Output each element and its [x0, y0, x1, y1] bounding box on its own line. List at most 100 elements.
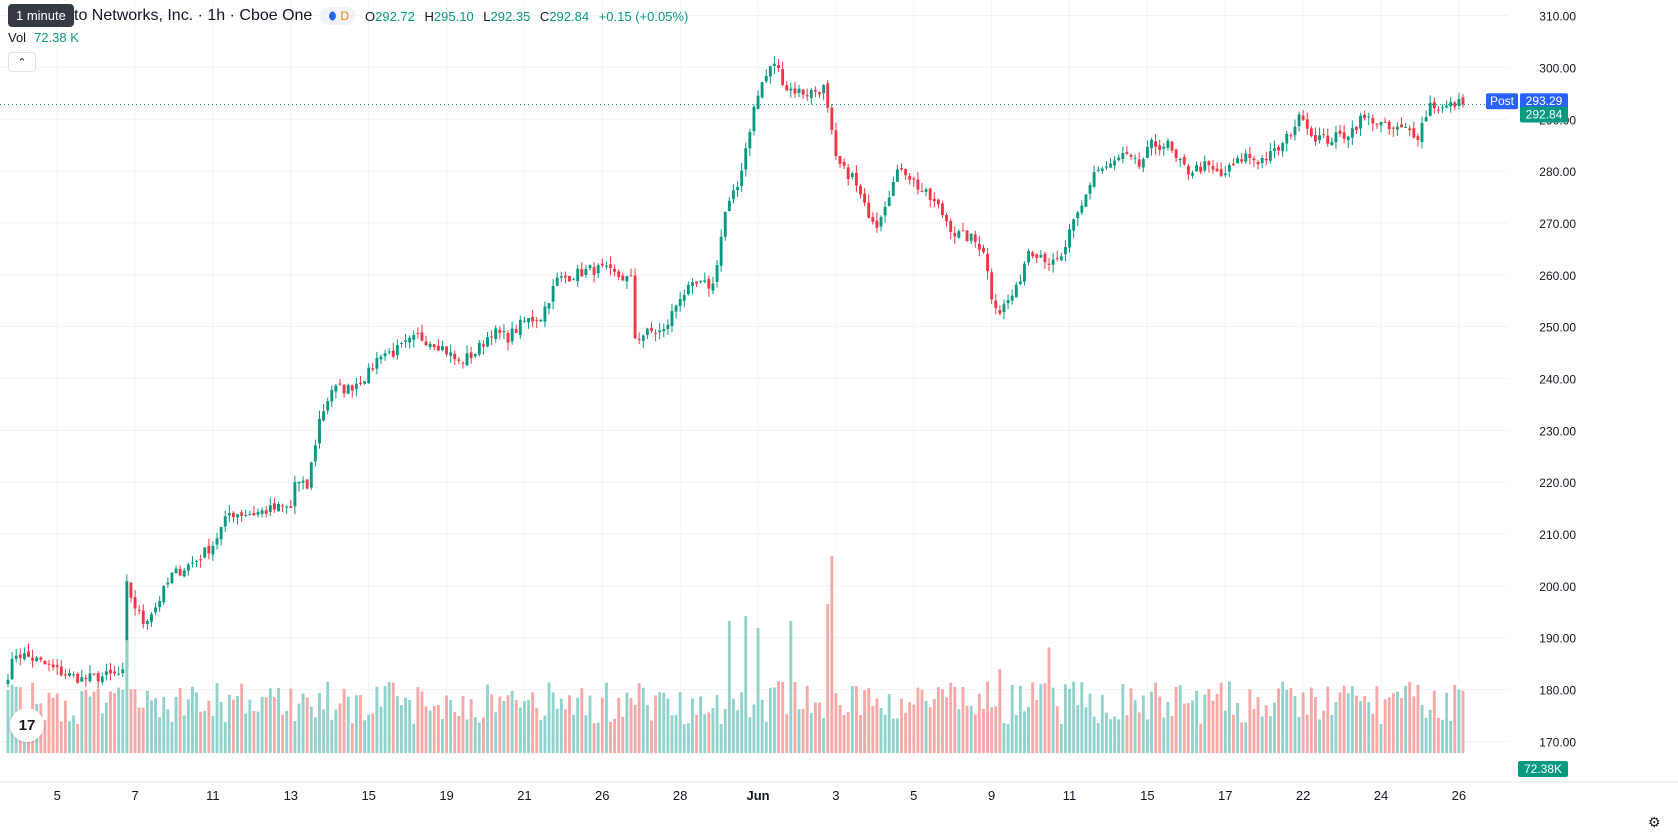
candle-body: [367, 367, 371, 384]
volume-bar: [1338, 692, 1342, 753]
candle-body: [445, 346, 448, 355]
low-value: 292.35: [490, 8, 531, 24]
candle-body: [31, 657, 35, 661]
volume-bar: [473, 717, 477, 753]
volume-bar: [572, 714, 576, 753]
volume-bar: [477, 722, 481, 753]
candle-body: [1461, 97, 1465, 105]
volume-bar: [846, 711, 850, 753]
candle-body: [27, 651, 30, 657]
volume-bar: [1023, 711, 1026, 753]
volume-bar: [297, 703, 301, 753]
candle-body: [1330, 141, 1334, 146]
volume-bar: [834, 693, 838, 753]
candle-body: [854, 172, 858, 186]
candle-body: [883, 206, 887, 216]
price-tick-label: 180.00: [1539, 684, 1576, 698]
candle-body: [363, 381, 367, 384]
volume-bar: [1129, 688, 1133, 753]
volume-bar: [629, 697, 633, 753]
volume-bar: [379, 706, 383, 753]
candle-body: [625, 276, 629, 282]
volume-bar: [1047, 647, 1051, 753]
volume-bar: [982, 708, 985, 753]
collapse-legend-button[interactable]: ⌃: [8, 52, 36, 72]
candle-body: [1109, 163, 1112, 168]
volume-bar: [547, 682, 551, 753]
candle-body: [1248, 153, 1252, 159]
candle-body: [510, 328, 514, 342]
candle-body: [383, 353, 387, 357]
candle-body: [141, 610, 145, 625]
volume-bar: [904, 712, 908, 753]
time-tick-label: 3: [832, 788, 839, 803]
candle-body: [953, 233, 957, 237]
candle-body: [203, 547, 207, 558]
candle-body: [859, 185, 862, 195]
volume-bar: [383, 686, 387, 753]
volume-bar: [1051, 687, 1055, 753]
candle-body: [707, 279, 711, 289]
time-tick-label: 26: [1452, 788, 1466, 803]
volume-bar: [801, 708, 805, 753]
candle-body: [428, 343, 432, 347]
volume-bar: [994, 706, 998, 753]
volume-bar: [350, 723, 354, 753]
volume-bar: [199, 711, 203, 753]
candle-body: [699, 280, 703, 282]
volume-bar: [129, 689, 133, 753]
volume-bar: [1166, 701, 1170, 753]
candle-body: [174, 568, 178, 574]
volume-bar: [789, 621, 793, 753]
candle-body: [305, 479, 309, 489]
candle-body: [1039, 255, 1043, 258]
candle-body: [10, 658, 14, 680]
candle-body: [801, 89, 805, 95]
candle-body: [891, 182, 895, 197]
symbol-title[interactable]: to Networks, Inc. · 1h · Cboe One: [74, 7, 313, 24]
volume-bar: [162, 696, 166, 753]
volume-bar: [895, 718, 899, 753]
candle-body: [1174, 149, 1178, 159]
session-status[interactable]: D: [320, 7, 355, 25]
candle-body: [596, 265, 600, 274]
volume-bar: [1014, 715, 1018, 753]
volume-bar: [1371, 713, 1375, 753]
volume-bar: [1248, 689, 1252, 753]
volume-bar: [1264, 705, 1268, 753]
candle-body: [1096, 169, 1100, 171]
candle-body: [117, 673, 121, 675]
volume-bar: [863, 690, 867, 753]
volume-bar: [1141, 695, 1145, 753]
volume-bar: [604, 682, 608, 753]
symbol-legend: to Networks, Inc. · 1h · Cboe One D O292…: [8, 6, 694, 26]
tradingview-logo-icon[interactable]: 17: [10, 708, 44, 742]
volume-bar: [957, 709, 961, 753]
candle-body: [674, 305, 678, 312]
candle-body: [1232, 163, 1235, 166]
volume-bar: [326, 681, 330, 753]
volume-bar: [543, 715, 547, 753]
candle-body: [1227, 165, 1231, 172]
candle-body: [486, 337, 489, 347]
volume-bar: [539, 719, 543, 753]
candle-body: [986, 254, 989, 272]
candle-body: [80, 677, 84, 682]
volume-bar: [1096, 723, 1100, 753]
volume-bar: [330, 719, 334, 753]
volume-bar: [404, 697, 407, 753]
volume-bar: [580, 688, 584, 753]
volume-bar: [596, 722, 600, 753]
last-price-label: 292.84: [1526, 108, 1563, 122]
gear-icon[interactable]: ⚙: [1648, 814, 1661, 830]
candle-body: [272, 503, 276, 510]
candle-body: [76, 673, 80, 684]
candle-body: [178, 569, 182, 576]
candle-body: [584, 268, 588, 275]
candle-body: [756, 95, 760, 109]
volume-bar: [1441, 719, 1444, 753]
candle-body: [768, 66, 772, 77]
candle-body: [1424, 117, 1428, 122]
candle-body: [945, 214, 949, 222]
